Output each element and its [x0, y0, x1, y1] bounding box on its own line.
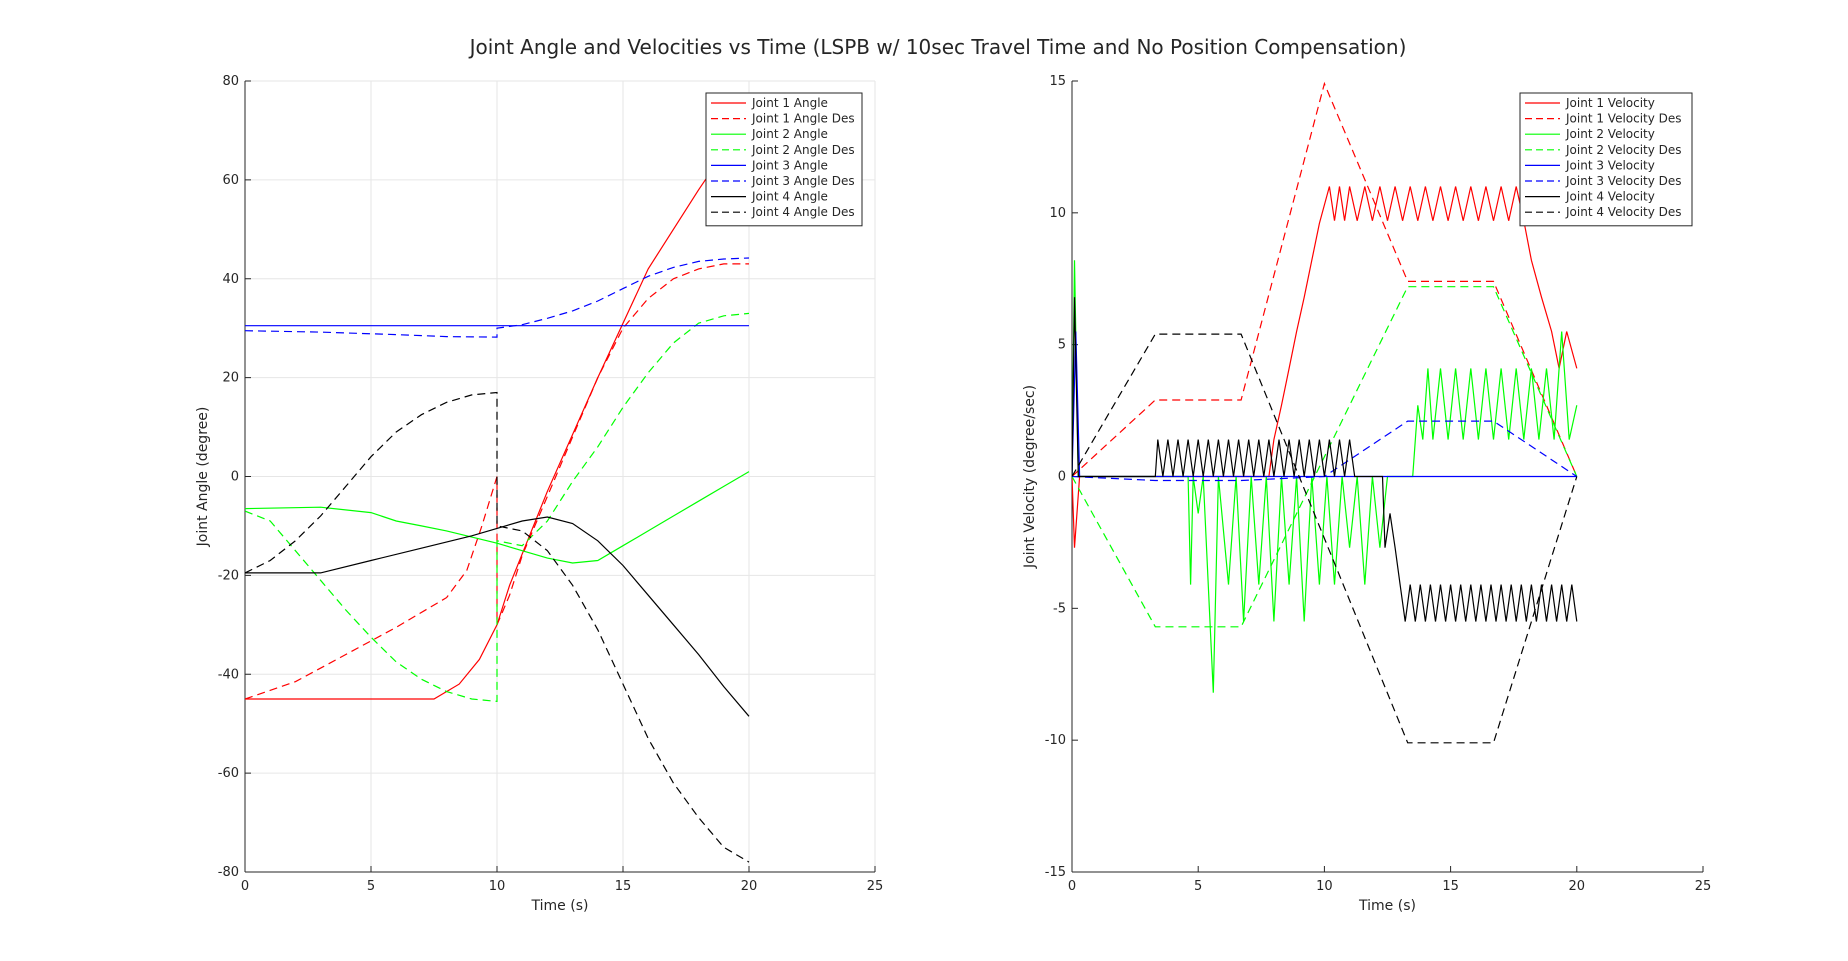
series-group — [1072, 81, 1578, 744]
y-tick-label: 20 — [222, 371, 239, 386]
series-line-7 — [245, 516, 750, 717]
y-tick-label: 40 — [222, 272, 239, 287]
series-line-4 — [1072, 286, 1578, 628]
x-tick-label: 10 — [1316, 879, 1333, 894]
x-tick-label: 25 — [1695, 879, 1712, 894]
series-line-7 — [1072, 297, 1578, 622]
x-tick-label: 15 — [1442, 879, 1459, 894]
series-line-4 — [245, 312, 750, 703]
y-tick-label: -5 — [1053, 601, 1066, 616]
x-axis-label: Time (s) — [1358, 898, 1416, 914]
y-tick-label: 0 — [1058, 470, 1066, 485]
legend-entry: Joint 2 Velocity — [1565, 127, 1655, 141]
y-axis-label: Joint Velocity (degree/sec) — [1022, 385, 1038, 569]
x-tick-label: 20 — [1569, 879, 1586, 894]
velocity-plot: 0 5 10 15 20 25 -15 -10 -5 0 5 10 15 Time (s) Joint Ve… — [1022, 74, 1711, 914]
legend-box — [705, 92, 863, 227]
y-tick-label: -20 — [218, 568, 239, 583]
legend-entry: Joint 1 Velocity Des — [1565, 112, 1682, 126]
x-tick-label: 5 — [1194, 879, 1202, 894]
legend-entry: Joint 1 Angle Des — [751, 112, 855, 126]
series-line-8 — [1072, 333, 1578, 744]
y-tick-label: -40 — [218, 667, 239, 682]
x-tick-label: 0 — [1068, 879, 1076, 894]
x-tick-label: 10 — [489, 879, 506, 894]
series-line-2 — [1072, 81, 1578, 477]
legend-box — [1519, 92, 1693, 227]
y-tick-label: 10 — [1049, 206, 1066, 221]
figure-title: Joint Angle and Velocities vs Time (LSPB… — [468, 35, 1407, 59]
legend-entry: Joint 1 Velocity — [1565, 96, 1655, 110]
legend-entry: Joint 3 Angle — [751, 158, 828, 172]
angle-plot: 0 5 10 15 20 25 -80 -60 -40 -20 0 20 40 60 80 Time (s) J… — [195, 74, 883, 914]
y-tick-label: 15 — [1049, 74, 1066, 89]
legend-entry: Joint 1 Angle — [751, 96, 828, 110]
legend-entry: Joint 4 Velocity Des — [1565, 205, 1682, 219]
legend-entry: Joint 2 Angle Des — [751, 143, 855, 157]
series-line-3 — [1072, 260, 1578, 693]
x-tick-label: 25 — [867, 879, 884, 894]
y-tick-label: -80 — [218, 865, 239, 880]
x-axis-label: Time (s) — [531, 898, 589, 914]
y-axis-label: Joint Angle (degree) — [195, 407, 211, 548]
x-tick-label: 0 — [241, 879, 249, 894]
y-tick-label: 5 — [1058, 338, 1066, 353]
y-tick-label: -15 — [1045, 865, 1066, 880]
y-tick-label: 80 — [222, 74, 239, 89]
legend-entry: Joint 3 Velocity — [1565, 158, 1655, 172]
x-tick-label: 15 — [615, 879, 632, 894]
series-line-1 — [245, 159, 720, 700]
y-tick-label: 0 — [231, 470, 239, 485]
y-tick-label: -10 — [1045, 733, 1066, 748]
legend-entry: Joint 4 Angle — [751, 190, 828, 204]
series-line-5 — [1072, 331, 1577, 478]
legend-entry: Joint 4 Angle Des — [751, 205, 855, 219]
legend-entry: Joint 2 Velocity Des — [1565, 143, 1682, 157]
y-tick-label: -60 — [218, 766, 239, 781]
legend-entry: Joint 2 Angle — [751, 127, 828, 141]
x-tick-label: 20 — [741, 879, 758, 894]
series-line-1 — [1072, 186, 1578, 548]
series-line-2 — [245, 263, 749, 700]
series-group — [245, 159, 750, 863]
series-line-3 — [245, 471, 750, 564]
series-line-6 — [245, 257, 750, 338]
legend-entry: Joint 4 Velocity — [1565, 190, 1655, 204]
legend-entry: Joint 3 Velocity Des — [1565, 174, 1682, 188]
y-tick-label: 60 — [222, 173, 239, 188]
legend-entry: Joint 3 Angle Des — [751, 174, 855, 188]
x-tick-label: 5 — [367, 879, 375, 894]
